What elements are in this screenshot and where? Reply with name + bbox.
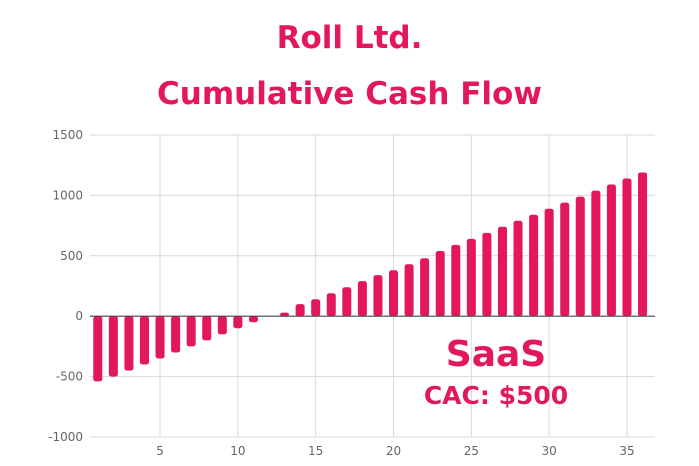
bar-series (93, 172, 648, 382)
annotation-saas: SaaS (446, 334, 546, 375)
bar (513, 220, 523, 317)
bar (404, 264, 414, 317)
x-tick-label: 10 (230, 444, 245, 458)
bar (482, 232, 492, 317)
bar (139, 316, 149, 365)
bar (186, 316, 196, 347)
bar (373, 275, 383, 317)
bar (529, 214, 539, 317)
x-axis-ticks: 5 10 15 20 25 30 35 (156, 444, 634, 458)
y-tick-label: -500 (56, 370, 83, 384)
y-tick-label: 1000 (52, 188, 83, 202)
y-tick-label: 1500 (52, 128, 83, 142)
bar (435, 250, 445, 317)
bar (202, 316, 212, 341)
bar (591, 190, 601, 317)
bar (248, 316, 258, 323)
bar (108, 316, 118, 377)
bar (171, 316, 181, 353)
bar (497, 226, 507, 317)
y-tick-label: 500 (60, 249, 83, 263)
bar (575, 196, 585, 317)
bar (326, 293, 336, 317)
bar (124, 316, 134, 371)
bar (388, 270, 399, 317)
bar (544, 208, 554, 317)
y-tick-label: -1000 (48, 430, 83, 444)
bar (560, 202, 570, 317)
bar (295, 304, 305, 317)
bar (606, 184, 616, 317)
bar (342, 287, 352, 317)
bar (233, 316, 243, 329)
bar (622, 178, 632, 317)
x-tick-label: 15 (308, 444, 323, 458)
y-axis-ticks: -1000 -500 0 500 1000 1500 (48, 128, 83, 444)
x-tick-label: 25 (464, 444, 479, 458)
bar (217, 316, 227, 335)
annotation-cac: CAC: $500 (424, 381, 568, 410)
bar (357, 281, 367, 317)
x-tick-label: 20 (386, 444, 401, 458)
bar (466, 238, 476, 317)
x-tick-label: 35 (619, 444, 634, 458)
bar (280, 312, 290, 317)
bar (420, 258, 430, 317)
bar (311, 299, 321, 317)
bar (451, 244, 461, 317)
chart-title-line-2: Cumulative Cash Flow (157, 76, 542, 112)
chart-title-line-1: Roll Ltd. (276, 20, 423, 56)
x-tick-label: 30 (542, 444, 557, 458)
bar (155, 316, 165, 359)
grid-lines (90, 134, 655, 438)
bar (638, 172, 648, 317)
y-tick-label: 0 (75, 309, 83, 323)
bar (93, 316, 103, 382)
x-tick-label: 5 (156, 444, 164, 458)
